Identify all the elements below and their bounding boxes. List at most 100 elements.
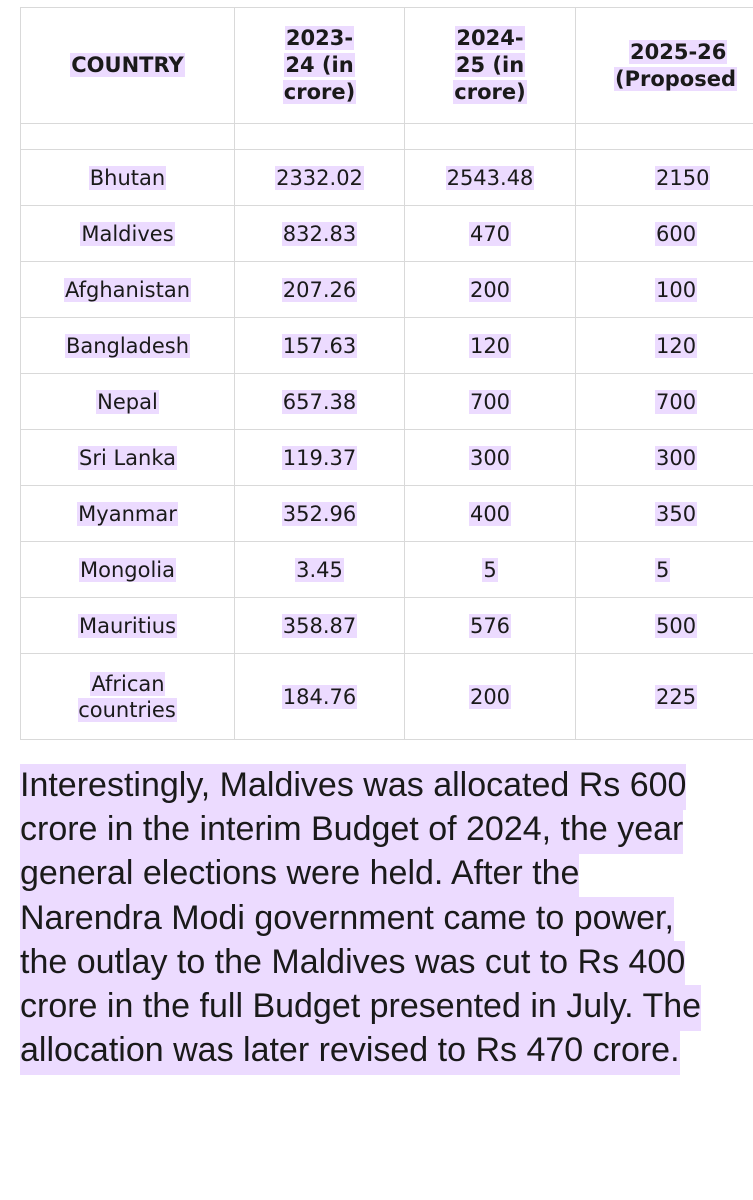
amount-value: 500 xyxy=(655,613,698,638)
value-cell: 120 xyxy=(404,317,576,374)
spacer-cell xyxy=(234,123,405,150)
amount-value: 470 xyxy=(468,221,512,246)
table-row: Mongolia 3.45 5 5 xyxy=(20,541,753,598)
amount-value: 120 xyxy=(655,333,698,358)
country-cell: Mongolia xyxy=(20,541,235,598)
country-name: Myanmar xyxy=(77,501,178,526)
value-cell: 5 xyxy=(404,541,576,598)
country-cell: Mauritius xyxy=(20,597,235,654)
table-row: Bangladesh 157.63 120 120 xyxy=(20,317,753,374)
value-cell: 225 xyxy=(575,653,753,740)
amount-value: 200 xyxy=(468,684,512,709)
table-row: Nepal 657.38 700 700 xyxy=(20,373,753,430)
country-name: African countries xyxy=(78,671,177,722)
amount-value: 200 xyxy=(468,277,512,302)
header-2025-26: 2025-26 (Proposed xyxy=(575,7,753,124)
amount-value: 5 xyxy=(655,557,671,582)
header-country: COUNTRY xyxy=(20,7,235,124)
table-row: Maldives 832.83 470 600 xyxy=(20,205,753,262)
value-cell: 3.45 xyxy=(234,541,405,598)
amount-value: 3.45 xyxy=(295,557,344,582)
value-cell: 600 xyxy=(575,205,753,262)
amount-value: 2150 xyxy=(655,165,711,190)
table-header-row: COUNTRY 2023- 24 (in crore) 2024- 25 (in… xyxy=(20,7,753,124)
value-cell: 700 xyxy=(575,373,753,430)
country-cell: Bangladesh xyxy=(20,317,235,374)
amount-value: 2332.02 xyxy=(275,165,364,190)
paragraph-text: Interestingly, Maldives was allocated Rs… xyxy=(20,764,702,1076)
spacer-cell xyxy=(575,123,753,150)
spacer-cell xyxy=(20,123,235,150)
amount-value: 225 xyxy=(655,684,698,709)
table-row: Bhutan 2332.02 2543.48 2150 xyxy=(20,149,753,206)
value-cell: 120 xyxy=(575,317,753,374)
amount-value: 2543.48 xyxy=(445,165,535,190)
table-row: Mauritius 358.87 576 500 xyxy=(20,597,753,654)
amount-value: 100 xyxy=(655,277,698,302)
country-name: Mongolia xyxy=(79,557,176,582)
value-cell: 2543.48 xyxy=(404,149,576,206)
value-cell: 300 xyxy=(404,429,576,486)
value-cell: 576 xyxy=(404,597,576,654)
amount-value: 600 xyxy=(655,221,698,246)
value-cell: 358.87 xyxy=(234,597,405,654)
table-row: African countries 184.76 200 225 xyxy=(20,653,753,740)
country-name: Maldives xyxy=(80,221,175,246)
country-name: Bhutan xyxy=(88,165,167,190)
header-2023-24: 2023- 24 (in crore) xyxy=(234,7,405,124)
amount-value: 207.26 xyxy=(281,277,358,302)
value-cell: 832.83 xyxy=(234,205,405,262)
header-2024-25: 2024- 25 (in crore) xyxy=(404,7,576,124)
amount-value: 358.87 xyxy=(281,613,358,638)
amount-value: 832.83 xyxy=(281,221,358,246)
value-cell: 200 xyxy=(404,653,576,740)
value-cell: 200 xyxy=(404,261,576,318)
value-cell: 470 xyxy=(404,205,576,262)
country-cell: African countries xyxy=(20,653,235,740)
country-name: Nepal xyxy=(96,389,159,414)
table-row: Sri Lanka 119.37 300 300 xyxy=(20,429,753,486)
amount-value: 300 xyxy=(468,445,512,470)
value-cell: 184.76 xyxy=(234,653,405,740)
country-name: Mauritius xyxy=(77,613,178,638)
amount-value: 657.38 xyxy=(281,389,358,414)
amount-value: 184.76 xyxy=(281,684,358,709)
value-cell: 157.63 xyxy=(234,317,405,374)
amount-value: 352.96 xyxy=(281,501,358,526)
table-spacer-row xyxy=(20,123,753,150)
country-cell: Myanmar xyxy=(20,485,235,542)
allocation-table-container: COUNTRY 2023- 24 (in crore) 2024- 25 (in… xyxy=(20,7,753,740)
spacer-cell xyxy=(404,123,576,150)
amount-value: 120 xyxy=(468,333,512,358)
value-cell: 400 xyxy=(404,485,576,542)
value-cell: 352.96 xyxy=(234,485,405,542)
value-cell: 100 xyxy=(575,261,753,318)
value-cell: 5 xyxy=(575,541,753,598)
value-cell: 350 xyxy=(575,485,753,542)
country-name: Sri Lanka xyxy=(77,445,177,470)
value-cell: 700 xyxy=(404,373,576,430)
amount-value: 119.37 xyxy=(281,445,358,470)
table-row: Afghanistan 207.26 200 100 xyxy=(20,261,753,318)
amount-value: 157.63 xyxy=(281,333,358,358)
value-cell: 207.26 xyxy=(234,261,405,318)
amount-value: 350 xyxy=(655,501,698,526)
country-name: Afghanistan xyxy=(63,277,191,302)
amount-value: 700 xyxy=(655,389,698,414)
value-cell: 2150 xyxy=(575,149,753,206)
country-cell: Bhutan xyxy=(20,149,235,206)
article-paragraph: Interestingly, Maldives was allocated Rs… xyxy=(20,763,725,1076)
value-cell: 119.37 xyxy=(234,429,405,486)
value-cell: 300 xyxy=(575,429,753,486)
country-cell: Nepal xyxy=(20,373,235,430)
amount-value: 700 xyxy=(468,389,512,414)
allocation-table: COUNTRY 2023- 24 (in crore) 2024- 25 (in… xyxy=(20,7,753,740)
amount-value: 576 xyxy=(468,613,512,638)
amount-value: 5 xyxy=(482,557,498,582)
country-name: Bangladesh xyxy=(64,333,191,358)
amount-value: 400 xyxy=(468,501,512,526)
value-cell: 657.38 xyxy=(234,373,405,430)
value-cell: 500 xyxy=(575,597,753,654)
country-cell: Sri Lanka xyxy=(20,429,235,486)
amount-value: 300 xyxy=(655,445,698,470)
